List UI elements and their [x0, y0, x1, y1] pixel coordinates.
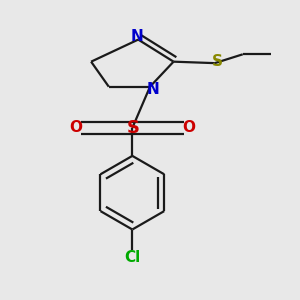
Text: N: N [147, 82, 159, 97]
Text: Cl: Cl [124, 250, 140, 265]
Text: O: O [183, 119, 196, 134]
Text: N: N [130, 28, 143, 44]
Text: S: S [212, 54, 223, 69]
Text: O: O [69, 119, 82, 134]
Text: S: S [126, 119, 140, 137]
